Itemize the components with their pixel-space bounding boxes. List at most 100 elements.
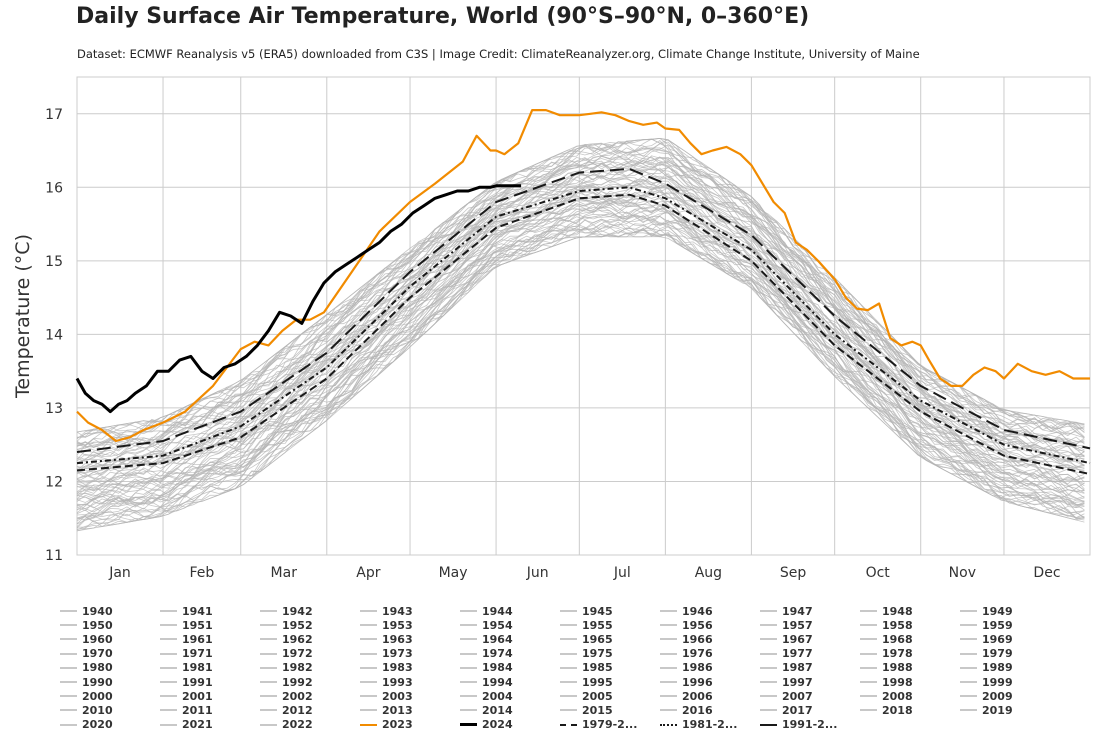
legend-label: 1965 [582,632,613,646]
legend-item[interactable]: 1998 [860,675,960,689]
legend-row: 1960 1961 1962 1963 1964 1965 1966 1967 1968 1969 [60,632,1080,646]
legend-item[interactable]: 1971 [160,647,260,661]
legend-item[interactable]: 2009 [960,689,1060,703]
legend-item[interactable]: 1990 [60,675,160,689]
legend-item[interactable]: 1982 [260,661,360,675]
legend-item[interactable]: 1976 [660,647,760,661]
legend-item[interactable]: 1953 [360,618,460,632]
legend-item[interactable]: 2012 [260,703,360,717]
legend-item[interactable]: 1991 [160,675,260,689]
legend-item[interactable]: 2017 [760,703,860,717]
legend-item[interactable]: 1964 [460,632,560,646]
legend-item[interactable]: 1947 [760,604,860,618]
legend-item[interactable]: 1984 [460,661,560,675]
legend-item[interactable]: 2023 [360,718,460,732]
legend-swatch [360,638,377,641]
legend-item[interactable]: 1988 [860,661,960,675]
legend-item[interactable]: 2016 [660,703,760,717]
legend-item[interactable]: 1956 [660,618,760,632]
legend-swatch [760,709,777,712]
legend-label: 1996 [682,675,713,689]
legend-item[interactable]: 1957 [760,618,860,632]
legend-item[interactable]: 1948 [860,604,960,618]
legend-item[interactable]: 1981-2... [660,718,760,732]
legend-item[interactable]: 1951 [160,618,260,632]
legend-item[interactable]: 1954 [460,618,560,632]
legend-item[interactable]: 1966 [660,632,760,646]
legend-item[interactable]: 2019 [960,703,1060,717]
legend-item[interactable]: 2021 [160,718,260,732]
legend-item[interactable]: 2014 [460,703,560,717]
legend-item[interactable]: 1946 [660,604,760,618]
legend-item[interactable]: 1978 [860,647,960,661]
legend-item[interactable]: 1968 [860,632,960,646]
legend-item[interactable]: 1962 [260,632,360,646]
legend-item[interactable]: 1965 [560,632,660,646]
legend-item[interactable]: 1986 [660,661,760,675]
legend-item[interactable]: 1999 [960,675,1060,689]
legend-item[interactable]: 1941 [160,604,260,618]
legend-item[interactable]: 1997 [760,675,860,689]
legend-item[interactable]: 2000 [60,689,160,703]
legend-item[interactable]: 1955 [560,618,660,632]
legend-item[interactable]: 1940 [60,604,160,618]
legend-item[interactable]: 1974 [460,647,560,661]
legend-item[interactable]: 1996 [660,675,760,689]
legend-item[interactable]: 1989 [960,661,1060,675]
legend-item[interactable]: 1945 [560,604,660,618]
legend-item[interactable]: 2004 [460,689,560,703]
legend-item[interactable]: 1987 [760,661,860,675]
legend-item[interactable]: 2022 [260,718,360,732]
legend-item[interactable]: 2018 [860,703,960,717]
series-line-1969 [76,198,1085,493]
legend-item[interactable]: 1979-2... [560,718,660,732]
legend-label: 1981-2... [682,718,738,732]
legend-item[interactable]: 1950 [60,618,160,632]
series-line-1950 [76,219,1085,525]
legend-item[interactable]: 1994 [460,675,560,689]
legend-label: 2010 [82,703,113,717]
legend-item[interactable]: 1963 [360,632,460,646]
legend-item[interactable]: 1993 [360,675,460,689]
legend-item[interactable]: 1980 [60,661,160,675]
legend-item[interactable]: 1952 [260,618,360,632]
legend-item[interactable]: 1983 [360,661,460,675]
legend-item[interactable]: 2020 [60,718,160,732]
legend-item[interactable]: 1972 [260,647,360,661]
legend-item[interactable]: 1958 [860,618,960,632]
legend-item[interactable]: 1995 [560,675,660,689]
legend-item[interactable]: 1961 [160,632,260,646]
legend-item[interactable]: 1943 [360,604,460,618]
legend-item[interactable]: 2015 [560,703,660,717]
legend-item[interactable]: 1981 [160,661,260,675]
legend-item[interactable]: 1942 [260,604,360,618]
legend-item[interactable]: 2006 [660,689,760,703]
legend-item[interactable]: 2007 [760,689,860,703]
legend-item[interactable]: 1977 [760,647,860,661]
legend-item[interactable]: 2011 [160,703,260,717]
legend-item[interactable]: 2002 [260,689,360,703]
legend-item[interactable]: 1969 [960,632,1060,646]
legend-item[interactable]: 2008 [860,689,960,703]
legend-item[interactable]: 2010 [60,703,160,717]
legend-item[interactable]: 2013 [360,703,460,717]
legend-item[interactable]: 1967 [760,632,860,646]
legend-item[interactable]: 1973 [360,647,460,661]
legend-item[interactable]: 1970 [60,647,160,661]
legend-item[interactable]: 1985 [560,661,660,675]
legend-item[interactable]: 1991-2... [760,718,860,732]
legend-item[interactable]: 2024 [460,718,560,732]
legend-label: 1976 [682,647,713,661]
legend-item[interactable]: 1949 [960,604,1060,618]
legend-item[interactable]: 2005 [560,689,660,703]
legend-item[interactable]: 1960 [60,632,160,646]
legend-item[interactable]: 2003 [360,689,460,703]
legend-label: 1941 [182,604,213,618]
legend-item[interactable]: 1975 [560,647,660,661]
legend-item[interactable]: 2001 [160,689,260,703]
legend-item[interactable]: 1992 [260,675,360,689]
legend-item[interactable]: 1979 [960,647,1060,661]
legend-item[interactable]: 1944 [460,604,560,618]
legend-item[interactable]: 1959 [960,618,1060,632]
legend-label: 2003 [382,689,413,703]
